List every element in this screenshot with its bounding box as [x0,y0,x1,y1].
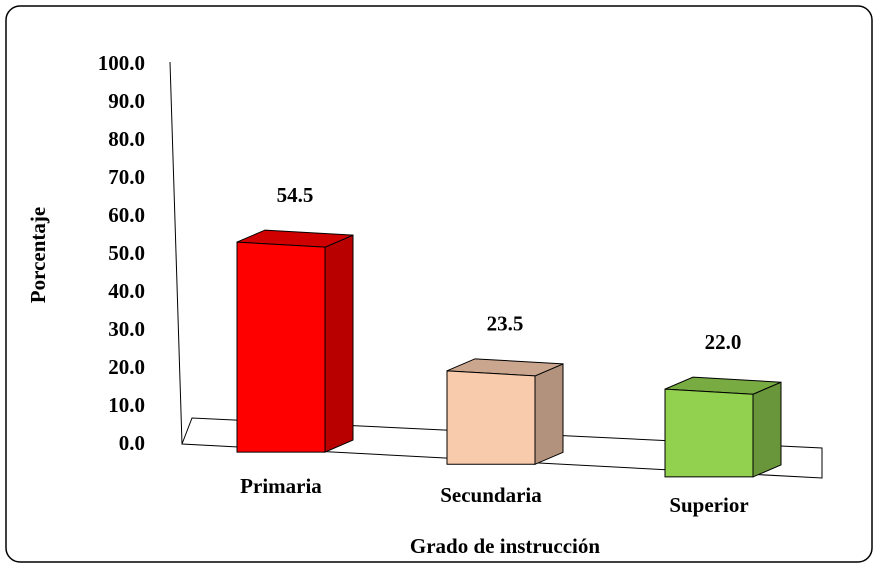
y-tick-label: 40.0 [108,279,145,303]
bar-side [534,363,564,466]
x-tick-label: Superior [669,493,748,517]
value-label: 54.5 [277,183,314,207]
bar [446,370,536,465]
x-tick-label: Secundaria [440,483,542,507]
bar-side [324,234,354,453]
x-axis-title: Grado de instrucción [410,534,600,558]
y-tick-label: 0.0 [119,431,145,455]
bar [236,241,326,453]
y-axis [169,61,183,445]
value-label: 22.0 [705,330,742,354]
bar-side [752,381,782,478]
value-label: 23.5 [487,312,524,336]
bar [664,388,754,478]
y-tick-label: 10.0 [108,393,145,417]
y-tick-label: 50.0 [108,241,145,265]
y-tick-label: 20.0 [108,355,145,379]
y-tick-label: 60.0 [108,203,145,227]
y-axis-title: Porcentaje [26,207,50,303]
y-tick-label: 90.0 [108,89,145,113]
y-tick-label: 70.0 [108,165,145,189]
y-tick-label: 30.0 [108,317,145,341]
y-tick-label: 100.0 [98,51,145,75]
y-tick-label: 80.0 [108,127,145,151]
x-tick-label: Primaria [240,474,322,498]
